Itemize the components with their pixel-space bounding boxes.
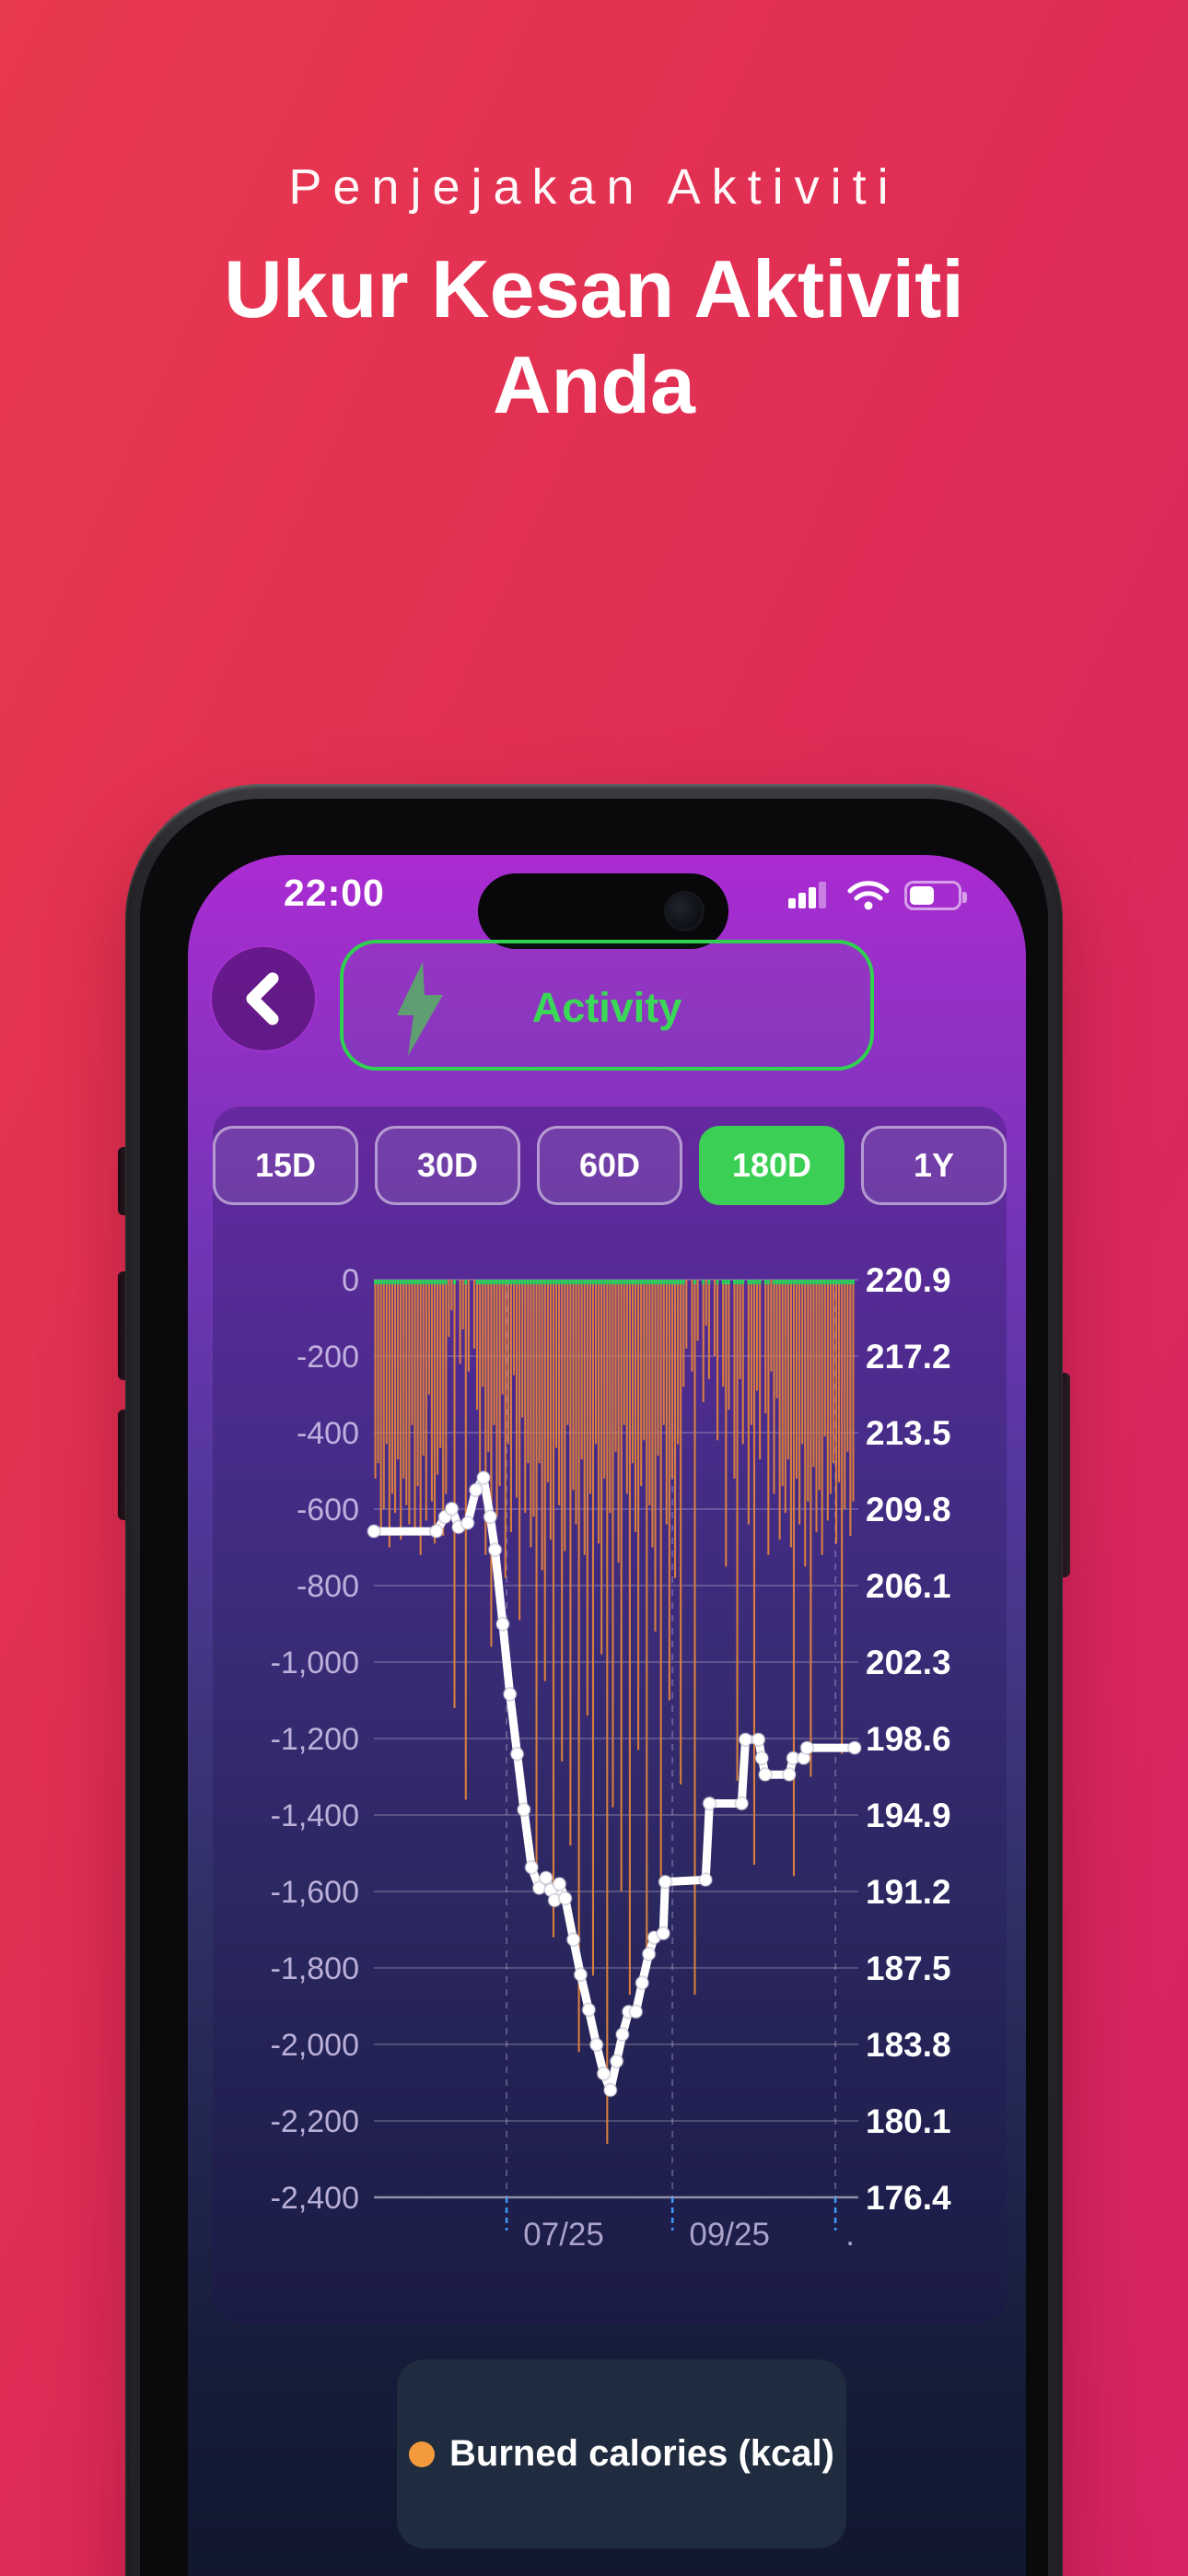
range-tab-1y[interactable]: 1Y [861,1126,1007,1205]
battery-fill [910,886,934,905]
status-icons [788,879,967,912]
phone-frame: 22:00 [125,784,1063,2576]
range-tab-60d[interactable]: 60D [537,1126,682,1205]
status-time: 22:00 [284,872,385,914]
phone-bezel: 22:00 [140,799,1048,2576]
battery-icon [904,881,967,910]
activity-pill-label: Activity [531,984,682,1031]
legend-label: Burned calories (kcal) [449,2433,834,2474]
hero-eyebrow: Penjejakan Aktiviti [288,159,900,215]
range-tab-180d[interactable]: 180D [699,1126,844,1205]
range-tab-15d[interactable]: 15D [213,1126,358,1205]
legend-card: Burned calories (kcal) [397,2359,846,2548]
legend-dot-burned-calories [409,2441,436,2467]
chevron-left-icon [246,972,279,1025]
dynamic-island [478,873,728,949]
signal-icon [788,882,826,908]
hero-title: Ukur Kesan Aktiviti Anda [0,241,1188,433]
hero-title-line1: Ukur Kesan Aktiviti [224,243,964,334]
chart-card: 15D 30D 60D 180D 1Y [213,1107,1007,2323]
lightning-bolt-icon [397,962,443,1056]
hero-title-line2: Anda [493,338,695,430]
range-tabs: 15D 30D 60D 180D 1Y [213,1126,1007,1205]
front-camera [664,891,705,931]
phone-screen: 22:00 [188,855,1026,2576]
range-tab-30d[interactable]: 30D [375,1126,520,1205]
back-button[interactable] [212,947,315,1050]
activity-pill[interactable]: Activity [340,940,874,1071]
wifi-icon [847,881,890,910]
